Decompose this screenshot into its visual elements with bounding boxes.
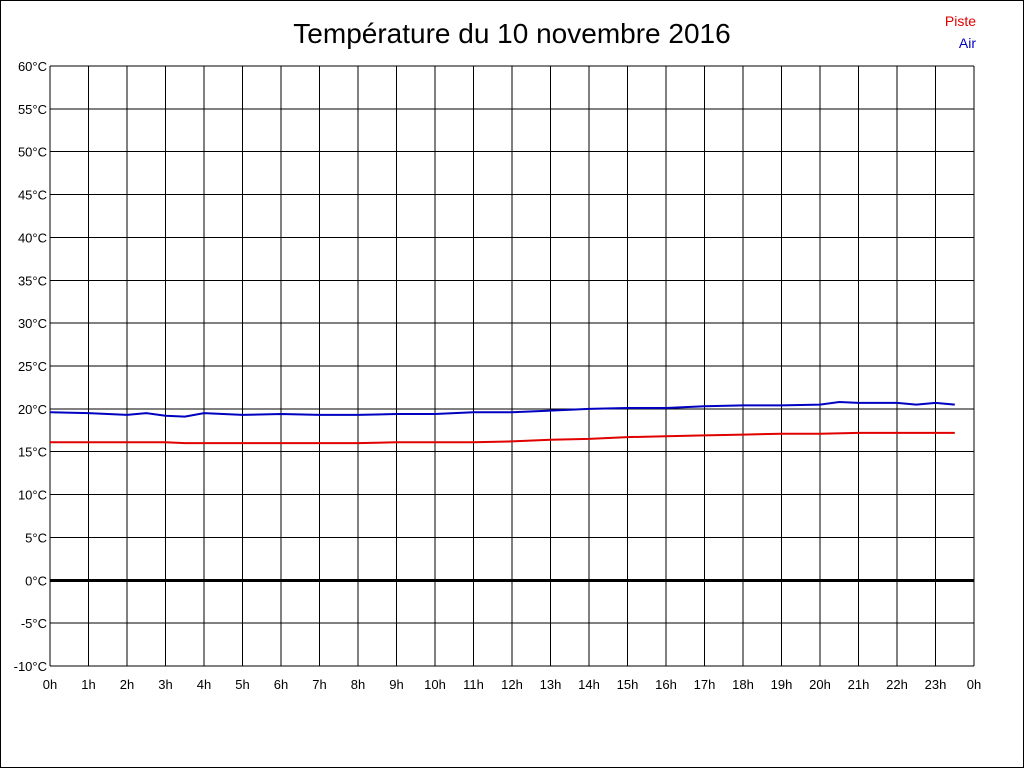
x-tick-label: 22h (886, 677, 908, 692)
chart-title: Température du 10 novembre 2016 (293, 18, 731, 49)
x-tick-label: 21h (848, 677, 870, 692)
y-tick-label: 15°C (18, 445, 47, 460)
x-tick-label: 3h (158, 677, 172, 692)
x-tick-label: 0h (43, 677, 57, 692)
x-tick-label: 17h (694, 677, 716, 692)
y-tick-label: 55°C (18, 102, 47, 117)
x-tick-label: 20h (809, 677, 831, 692)
x-tick-label: 11h (463, 677, 484, 692)
x-tick-label: 4h (197, 677, 211, 692)
x-tick-label: 18h (732, 677, 754, 692)
series-line-air (49, 400, 955, 418)
y-tick-label: 40°C (18, 230, 47, 245)
y-tick-label: -5°C (21, 616, 47, 631)
x-tick-label: 6h (274, 677, 288, 692)
y-tick-label: 5°C (25, 530, 47, 545)
x-tick-label: 1h (81, 677, 95, 692)
x-tick-label: 23h (925, 677, 947, 692)
x-tick-label: 13h (540, 677, 562, 692)
x-tick-label: 14h (578, 677, 600, 692)
x-tick-label: 10h (424, 677, 446, 692)
x-tick-label: 2h (120, 677, 134, 692)
x-tick-label: 7h (312, 677, 326, 692)
x-tick-label: 0h (967, 677, 981, 692)
y-tick-label: 20°C (18, 402, 47, 417)
x-tick-label: 19h (771, 677, 793, 692)
y-tick-label: 35°C (18, 273, 47, 288)
x-tick-label: 16h (655, 677, 677, 692)
legend-piste: Piste (944, 13, 976, 29)
y-tick-label: 30°C (18, 316, 47, 331)
series-line-piste (50, 431, 955, 445)
y-tick-label: 25°C (18, 359, 47, 374)
y-tick-label: 60°C (18, 59, 47, 74)
y-tick-label: -10°C (14, 659, 47, 674)
y-tick-label: 45°C (18, 188, 47, 203)
x-tick-label: 5h (235, 677, 249, 692)
x-tick-label: 15h (617, 677, 639, 692)
y-tick-label: 50°C (18, 145, 47, 160)
y-tick-label: 0°C (25, 573, 47, 588)
y-tick-label: 10°C (18, 488, 47, 503)
legend-air: Air (958, 35, 976, 51)
x-tick-label: 8h (351, 677, 365, 692)
x-tick-label: 9h (389, 677, 403, 692)
x-tick-label: 12h (501, 677, 523, 692)
